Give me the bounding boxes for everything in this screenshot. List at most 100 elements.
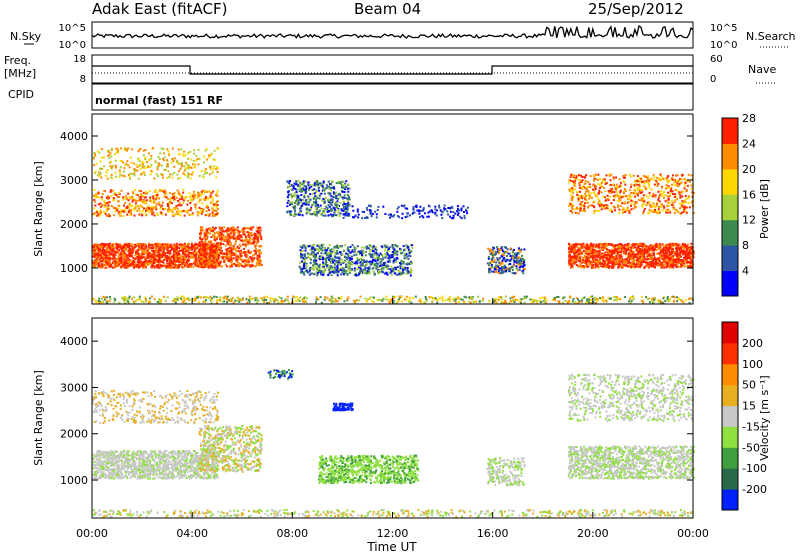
data-cell (240, 264, 243, 267)
data-cell (672, 174, 674, 177)
data-cell (251, 264, 254, 267)
data-cell (683, 200, 686, 203)
data-cell (685, 211, 688, 214)
data-cell (187, 259, 190, 262)
data-cell (169, 201, 171, 203)
data-cell (621, 261, 624, 264)
data-cell (220, 237, 223, 240)
data-cell (618, 261, 621, 264)
data-cell (147, 256, 150, 259)
data-cell (247, 249, 250, 252)
data-cell (182, 251, 185, 254)
data-cell (198, 244, 200, 247)
data-cell (211, 244, 214, 247)
mode-text: normal (fast) 151 RF (95, 94, 223, 107)
data-cell (650, 244, 653, 247)
data-cell (229, 238, 232, 241)
data-cell (179, 167, 182, 170)
data-cell (139, 190, 142, 193)
data-cell (634, 253, 637, 256)
data-cell (615, 251, 618, 254)
data-cell (214, 251, 217, 254)
data-cell (246, 259, 249, 262)
data-cell (643, 243, 646, 246)
data-cell (111, 258, 114, 261)
data-cell (141, 254, 144, 257)
data-cell (196, 196, 199, 199)
data-cell (616, 261, 619, 264)
data-cell (656, 204, 658, 206)
data-cell (243, 251, 246, 253)
data-cell (654, 209, 656, 211)
data-cell (600, 181, 603, 184)
data-cell (651, 252, 654, 255)
data-cell (128, 202, 131, 205)
data-cell (92, 194, 95, 197)
data-cell (219, 249, 222, 252)
data-cell (158, 257, 161, 260)
data-cell (183, 246, 186, 249)
data-cell (595, 243, 598, 246)
data-cell (173, 253, 176, 256)
data-cell (630, 264, 633, 267)
data-cell (581, 265, 584, 267)
data-cell (257, 236, 259, 239)
data-cell (680, 178, 683, 181)
data-cell (206, 190, 209, 193)
data-cell (221, 230, 224, 232)
data-cell (184, 246, 187, 249)
data-cell (210, 261, 213, 264)
data-cell (97, 249, 100, 252)
data-cell (224, 230, 227, 232)
data-cell (621, 265, 623, 268)
data-cell (216, 245, 218, 248)
data-cell (98, 248, 101, 251)
data-cell (129, 244, 132, 247)
data-cell (677, 211, 680, 214)
data-cell (685, 206, 688, 209)
data-cell (117, 211, 120, 214)
data-cell (182, 255, 185, 258)
data-cell (659, 254, 662, 257)
data-cell (625, 249, 628, 252)
data-cell (102, 211, 105, 214)
data-cell (625, 264, 628, 267)
data-cell (125, 266, 128, 269)
data-cell (219, 238, 221, 241)
data-cell (172, 256, 175, 258)
data-cell (147, 205, 150, 208)
data-cell (676, 247, 679, 250)
data-cell (676, 258, 679, 261)
data-cell (592, 243, 594, 246)
data-cell (236, 229, 239, 232)
data-cell (160, 147, 163, 150)
data-cell (140, 260, 143, 263)
data-cell (567, 181, 570, 184)
data-cell (171, 214, 174, 217)
data-cell (646, 178, 649, 181)
data-cell (102, 255, 105, 258)
data-cell (209, 194, 212, 197)
data-cell (604, 243, 606, 246)
data-cell (207, 198, 209, 201)
data-cell (155, 258, 157, 261)
data-cell (256, 242, 259, 245)
data-cell (152, 246, 155, 249)
data-cell (579, 197, 582, 200)
data-cell (230, 257, 233, 260)
data-cell (145, 214, 148, 217)
data-cell (119, 261, 122, 264)
data-cell (588, 257, 590, 260)
data-cell (216, 262, 219, 264)
data-cell (166, 243, 169, 246)
data-cell (665, 177, 668, 180)
freq-panel-frame (91, 54, 694, 84)
data-cell (637, 194, 639, 197)
data-cell (636, 180, 639, 182)
data-cell (615, 176, 618, 179)
data-cell (579, 259, 582, 262)
data-cell (184, 253, 186, 256)
data-cell (686, 254, 689, 257)
data-cell (625, 253, 628, 256)
data-cell (176, 173, 179, 176)
